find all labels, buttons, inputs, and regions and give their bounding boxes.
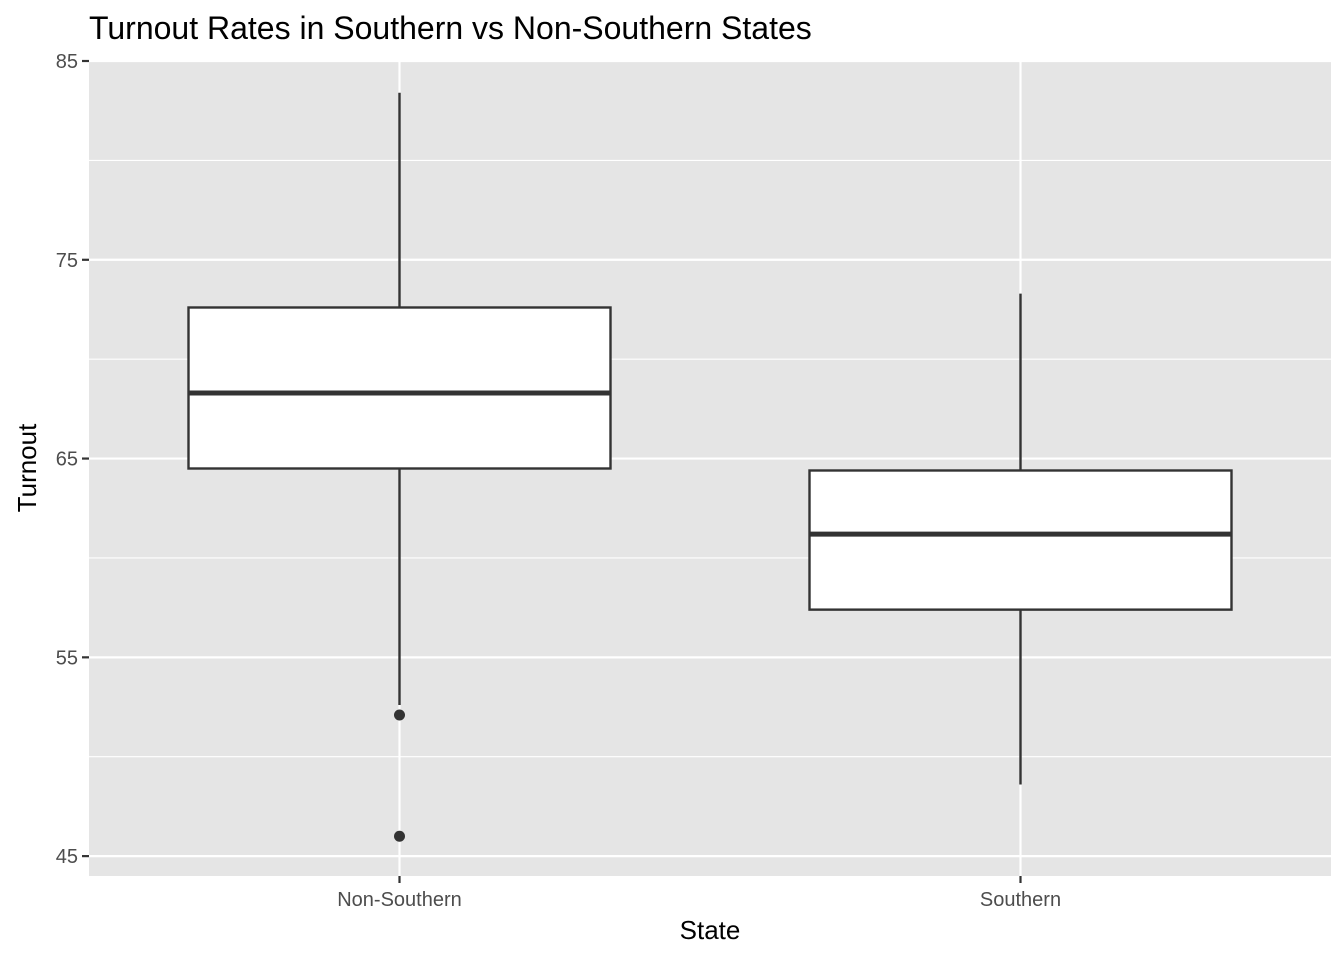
y-tick-label: 65 xyxy=(56,449,78,471)
y-tick-label: 55 xyxy=(56,647,78,669)
outlier-point xyxy=(394,709,405,721)
x-axis: Non-Southern Southern xyxy=(337,876,1061,911)
box-non-southern xyxy=(187,92,612,842)
x-tick-label: Non-Southern xyxy=(337,889,462,911)
y-tick-label: 45 xyxy=(56,846,78,868)
x-axis-title: State xyxy=(680,915,741,945)
y-axis-title: Turnout xyxy=(12,423,42,512)
y-axis: 45 55 65 75 85 xyxy=(56,51,89,868)
iqr-box xyxy=(187,306,612,470)
chart-title: Turnout Rates in Southern vs Non-Souther… xyxy=(89,10,812,46)
iqr-box xyxy=(808,469,1233,611)
x-tick-label: Southern xyxy=(980,889,1061,911)
y-tick-label: 75 xyxy=(56,250,78,272)
box-southern xyxy=(808,293,1233,785)
box-series xyxy=(187,92,1233,842)
y-tick-label: 85 xyxy=(56,51,78,73)
outlier-point xyxy=(394,830,405,842)
